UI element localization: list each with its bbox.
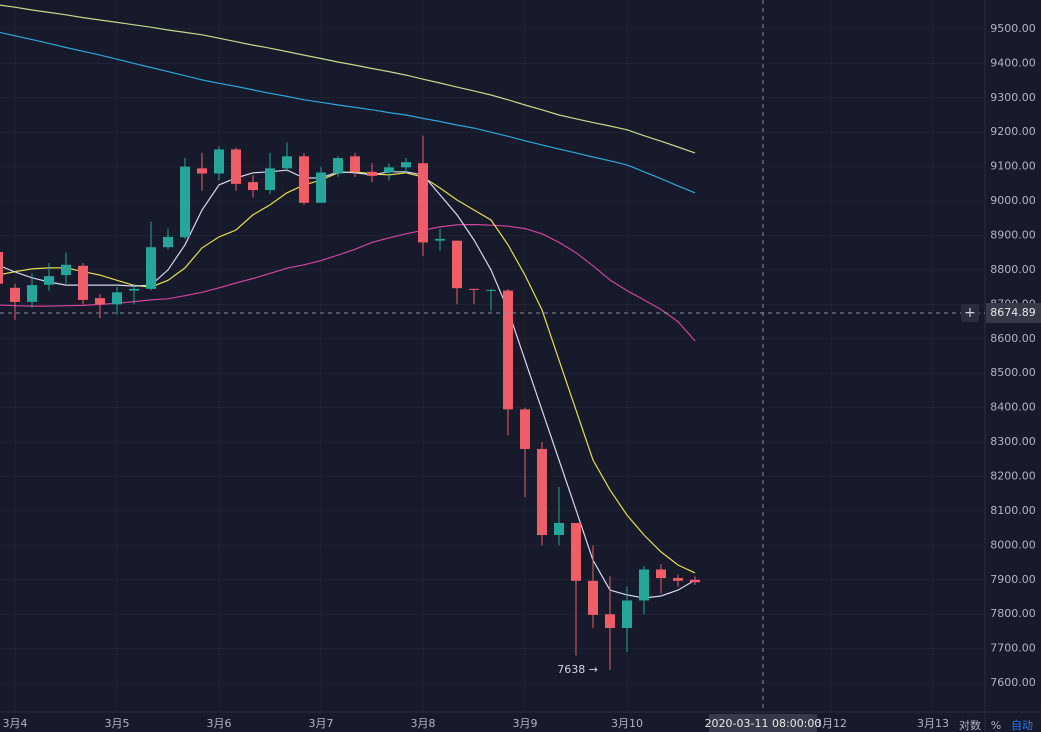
- crosshair-price-box: [986, 303, 1041, 324]
- candle-body: [315, 172, 326, 203]
- candle-body: [145, 247, 156, 289]
- candle-body: [604, 614, 615, 628]
- x-tick-label: 3月7: [308, 717, 333, 730]
- x-tick-label: 3月12: [815, 717, 847, 730]
- candle-body: [587, 580, 598, 615]
- y-tick-label: 7600.00: [990, 676, 1036, 689]
- x-tick-label: 3月6: [206, 717, 231, 730]
- candle-body: [366, 171, 377, 176]
- y-tick-label: 8800.00: [990, 263, 1036, 276]
- moving-average-line: [0, 169, 696, 599]
- x-tick-label: 3月13: [917, 717, 949, 730]
- y-tick-label: 8400.00: [990, 401, 1036, 414]
- candle-body: [417, 163, 428, 243]
- y-tick-label: 8000.00: [990, 538, 1036, 551]
- candle-body: [264, 168, 275, 191]
- candle-body: [281, 156, 292, 169]
- candle-body: [111, 292, 122, 305]
- candle-body: [655, 569, 666, 579]
- candle-body: [230, 149, 241, 184]
- x-tick-label: 3月9: [512, 717, 537, 730]
- scale-control[interactable]: 对数: [959, 718, 981, 732]
- candle-body: [383, 167, 394, 173]
- scale-control[interactable]: %: [991, 719, 1001, 732]
- y-tick-label: 8100.00: [990, 504, 1036, 517]
- y-tick-label: 9200.00: [990, 125, 1036, 138]
- candle-body: [128, 288, 139, 291]
- x-tick-label: 3月10: [611, 717, 643, 730]
- candle-body: [247, 182, 258, 191]
- y-tick-label: 8900.00: [990, 228, 1036, 241]
- candle-body: [553, 522, 564, 536]
- candle-body: [570, 522, 581, 581]
- candle-body: [162, 236, 173, 248]
- y-tick-label: 9400.00: [990, 56, 1036, 69]
- add-alert-button[interactable]: [961, 304, 979, 323]
- candle-body: [434, 238, 445, 241]
- candle-body: [298, 156, 309, 203]
- candle-body: [43, 276, 54, 285]
- candle-body: [638, 569, 649, 601]
- crosshair-price-label: 8674.89: [990, 306, 1036, 319]
- moving-average-line: [0, 4, 696, 154]
- candle-body: [451, 240, 462, 289]
- candle-body: [94, 298, 105, 305]
- x-tick-label: 3月8: [410, 717, 435, 730]
- y-tick-label: 7900.00: [990, 573, 1036, 586]
- x-tick-label: 3月4: [2, 717, 27, 730]
- scale-control[interactable]: 自动: [1011, 719, 1033, 732]
- candle-body: [468, 288, 479, 290]
- candle-body: [621, 600, 632, 628]
- candle-body: [519, 409, 530, 449]
- low-marker-label: 7638 →: [557, 663, 598, 676]
- y-tick-label: 8200.00: [990, 470, 1036, 483]
- candle-body: [196, 168, 207, 174]
- candle-body: [332, 158, 343, 174]
- candle-body: [672, 578, 683, 581]
- x-tick-label: 3月5: [104, 717, 129, 730]
- y-tick-label: 9300.00: [990, 91, 1036, 104]
- y-tick-label: 9000.00: [990, 194, 1036, 207]
- moving-average-line: [0, 31, 696, 194]
- y-tick-label: 9100.00: [990, 160, 1036, 173]
- candle-body: [400, 162, 411, 168]
- crosshair-date-box: [708, 714, 817, 732]
- crosshair-date-label: 2020-03-11 08:00:00: [705, 717, 822, 730]
- candle-body: [60, 264, 71, 276]
- y-tick-label: 7800.00: [990, 607, 1036, 620]
- candle-body: [9, 287, 20, 302]
- candle-body: [77, 265, 88, 300]
- y-tick-label: 7700.00: [990, 642, 1036, 655]
- y-tick-label: 9500.00: [990, 22, 1036, 35]
- candle-body: [536, 448, 547, 536]
- y-tick-label: 8500.00: [990, 366, 1036, 379]
- candle-body: [213, 149, 224, 174]
- candle-body: [179, 166, 190, 238]
- candle-body: [485, 289, 496, 291]
- y-tick-label: 8300.00: [990, 435, 1036, 448]
- candle-body: [26, 285, 37, 302]
- candle-body: [0, 252, 3, 284]
- candle-body: [349, 156, 360, 172]
- add-alert-icon[interactable]: +: [964, 305, 976, 321]
- candle-body: [502, 290, 513, 410]
- candle-body: [689, 579, 700, 583]
- y-tick-label: 8600.00: [990, 332, 1036, 345]
